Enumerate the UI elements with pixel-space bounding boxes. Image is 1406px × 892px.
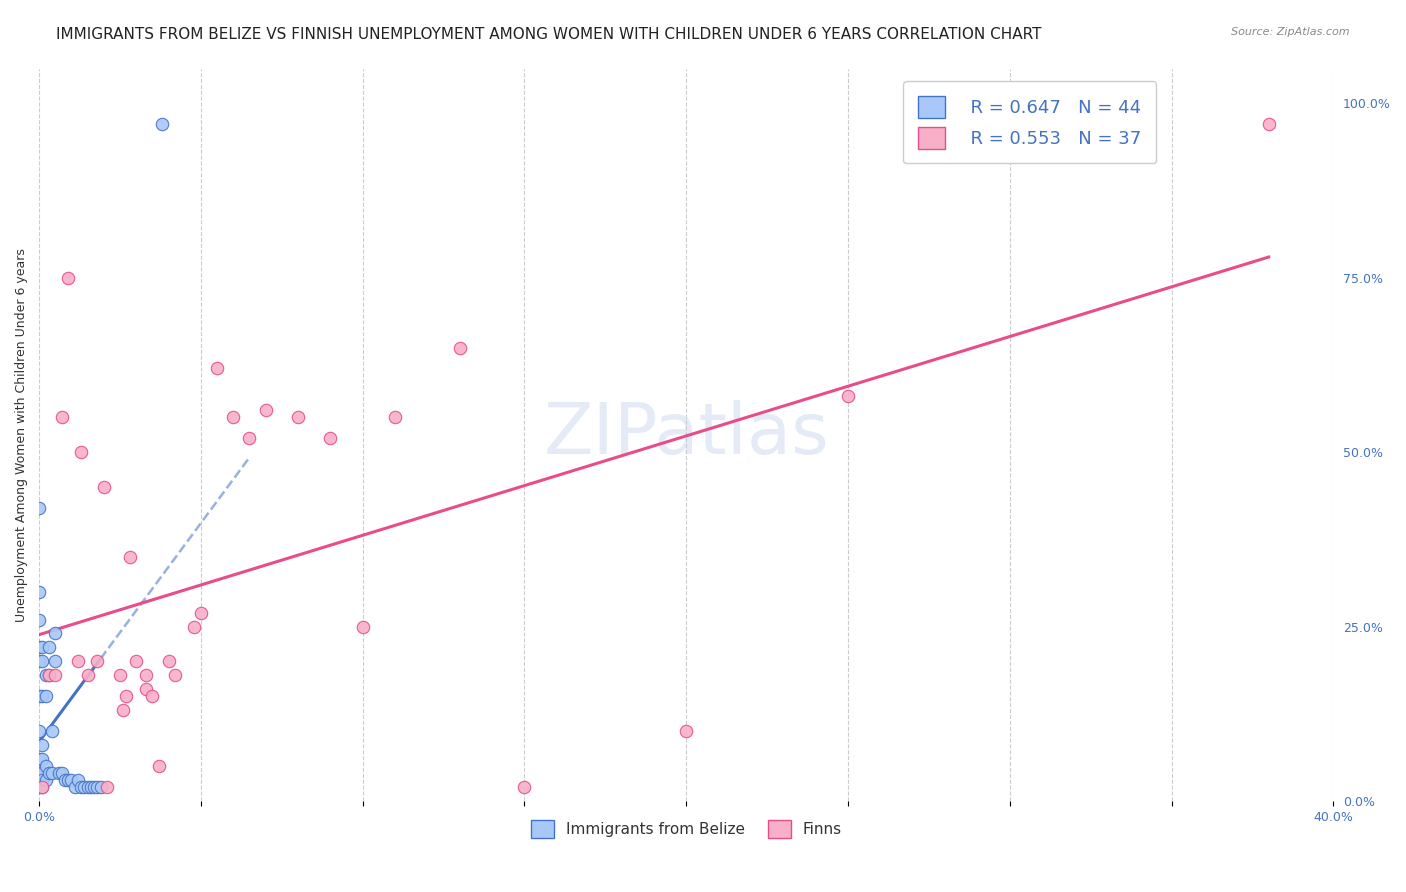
Point — [53, 772, 76, 787]
Point — [108, 668, 131, 682]
Point — [58, 772, 80, 787]
Point — [34, 690, 56, 704]
Point — [141, 690, 163, 704]
Point — [76, 668, 98, 682]
Point — [31, 780, 53, 794]
Point — [44, 668, 66, 682]
Point — [135, 668, 157, 682]
Point — [837, 389, 859, 403]
Point — [51, 410, 73, 425]
Point — [157, 654, 180, 668]
Point — [238, 431, 260, 445]
Point — [222, 410, 245, 425]
Point — [34, 772, 56, 787]
Point — [31, 780, 53, 794]
Point — [41, 766, 63, 780]
Point — [76, 780, 98, 794]
Text: Source: ZipAtlas.com: Source: ZipAtlas.com — [1232, 27, 1350, 37]
Point — [28, 724, 51, 739]
Point — [70, 780, 93, 794]
Point — [319, 431, 342, 445]
Text: IMMIGRANTS FROM BELIZE VS FINNISH UNEMPLOYMENT AMONG WOMEN WITH CHILDREN UNDER 6: IMMIGRANTS FROM BELIZE VS FINNISH UNEMPL… — [56, 27, 1042, 42]
Point — [34, 668, 56, 682]
Point — [28, 654, 51, 668]
Point — [254, 403, 277, 417]
Point — [38, 766, 60, 780]
Point — [66, 654, 89, 668]
Point — [83, 780, 105, 794]
Point — [31, 752, 53, 766]
Point — [352, 619, 374, 633]
Point — [38, 668, 60, 682]
Point — [513, 780, 536, 794]
Point — [44, 654, 66, 668]
Point — [31, 766, 53, 780]
Point — [135, 682, 157, 697]
Legend: Immigrants from Belize, Finns: Immigrants from Belize, Finns — [524, 814, 848, 845]
Point — [28, 584, 51, 599]
Point — [60, 772, 83, 787]
Point — [125, 654, 148, 668]
Point — [28, 500, 51, 515]
Point — [44, 626, 66, 640]
Point — [205, 361, 228, 376]
Point — [449, 341, 471, 355]
Point — [41, 724, 63, 739]
Point — [66, 772, 89, 787]
Point — [73, 780, 96, 794]
Point — [58, 270, 80, 285]
Point — [86, 654, 108, 668]
Point — [28, 780, 51, 794]
Point — [34, 759, 56, 773]
Point — [148, 759, 170, 773]
Point — [31, 690, 53, 704]
Point — [48, 766, 70, 780]
Point — [31, 738, 53, 752]
Point — [163, 668, 186, 682]
Point — [287, 410, 309, 425]
Point — [28, 690, 51, 704]
Point — [90, 780, 112, 794]
Point — [150, 117, 173, 131]
Point — [86, 780, 108, 794]
Point — [28, 640, 51, 655]
Point — [51, 766, 73, 780]
Point — [115, 690, 138, 704]
Text: ZIPatlas: ZIPatlas — [544, 401, 830, 469]
Point — [384, 410, 406, 425]
Point — [1257, 117, 1279, 131]
Point — [28, 613, 51, 627]
Point — [190, 606, 212, 620]
Point — [38, 640, 60, 655]
Point — [31, 772, 53, 787]
Point — [183, 619, 205, 633]
Point — [112, 703, 135, 717]
Point — [675, 724, 697, 739]
Point — [80, 780, 103, 794]
Point — [31, 640, 53, 655]
Point — [63, 780, 86, 794]
Point — [28, 766, 51, 780]
Y-axis label: Unemployment Among Women with Children Under 6 years: Unemployment Among Women with Children U… — [15, 248, 28, 622]
Point — [118, 549, 141, 564]
Point — [96, 780, 118, 794]
Point — [70, 445, 93, 459]
Point — [28, 752, 51, 766]
Point — [31, 654, 53, 668]
Point — [38, 668, 60, 682]
Point — [93, 480, 115, 494]
